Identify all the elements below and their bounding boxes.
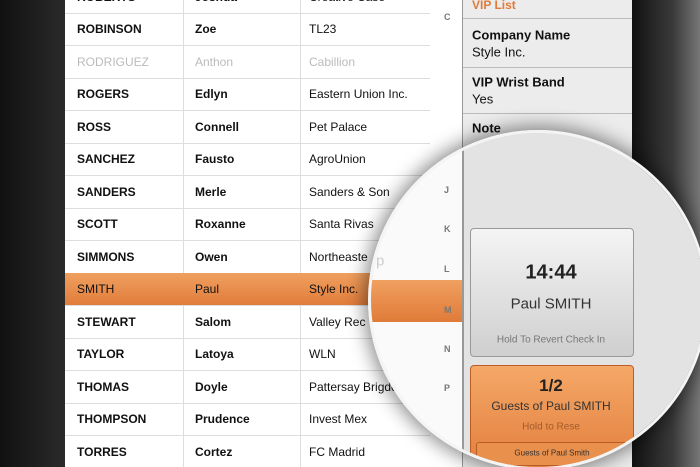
company: Northeaste xyxy=(309,249,368,264)
guests-count: 1/2 xyxy=(539,376,563,395)
first-name: Connell xyxy=(195,119,239,134)
row-separator xyxy=(65,207,430,209)
field-label: Company Name xyxy=(472,27,571,43)
first-name: Zoe xyxy=(195,22,217,36)
first-name: Edlyn xyxy=(195,87,228,101)
field-value: Yes xyxy=(472,91,494,107)
first-name: Doyle xyxy=(195,379,228,394)
last-name: THOMAS xyxy=(77,379,129,394)
first-name: Roxanne xyxy=(195,217,246,231)
separator xyxy=(463,18,632,19)
company: Eastern Union Inc. xyxy=(309,87,408,101)
index-letter[interactable]: L xyxy=(444,264,450,274)
company: Sanders & Son xyxy=(309,184,390,199)
last-name: SANCHEZ xyxy=(77,152,136,166)
ghost-letter: p xyxy=(376,252,385,270)
company: FC Madrid xyxy=(309,444,366,459)
company: Valley Rec xyxy=(309,314,366,329)
last-name: SIMMONS xyxy=(77,249,135,264)
row-separator xyxy=(65,175,430,176)
hint: Hold To Revert Check In xyxy=(496,334,606,346)
section-title: VIP List xyxy=(472,0,516,12)
last-name: ROGERS xyxy=(77,87,130,101)
row-separator xyxy=(65,337,430,339)
company: Creative Case xyxy=(309,0,385,4)
index-letter[interactable]: J xyxy=(444,185,450,195)
row-separator xyxy=(65,77,430,79)
first-name: Merle xyxy=(195,184,227,199)
magnifier: p 14:44 Paul SMITH Hold To Revert Check … xyxy=(368,130,700,467)
company: Cabillion xyxy=(309,54,356,69)
index-letter[interactable]: M xyxy=(444,305,452,315)
magnifier-content: p 14:44 Paul SMITH Hold To Revert Check … xyxy=(371,133,700,467)
company: AgroUnion xyxy=(309,152,366,166)
separator xyxy=(463,67,632,68)
company: Santa Rivas xyxy=(309,217,374,231)
company: TL23 xyxy=(309,22,337,36)
row-separator xyxy=(65,402,430,404)
last-name: THOMPSON xyxy=(77,412,147,426)
last-name: SMITH xyxy=(77,282,115,296)
last-name: ROSS xyxy=(77,119,112,134)
guests-title: Guests of Paul SMITH xyxy=(491,399,611,413)
first-name: Cortez xyxy=(195,444,233,459)
guest-sub-title: Guests of Paul Smith xyxy=(514,448,590,458)
field-label: Note xyxy=(472,120,501,136)
first-name: Paul xyxy=(195,282,220,296)
guest-name: Paul SMITH xyxy=(510,295,592,313)
left-bezel xyxy=(0,0,65,467)
index-letter[interactable]: K xyxy=(444,224,451,234)
separator xyxy=(463,113,632,114)
index-letter[interactable]: C xyxy=(444,12,451,22)
company: Pet Palace xyxy=(309,119,368,134)
row-separator xyxy=(65,305,430,306)
row-separator xyxy=(65,435,430,436)
row-separator xyxy=(65,240,430,241)
first-name: Owen xyxy=(195,249,228,264)
row-separator xyxy=(65,110,430,111)
row-separator xyxy=(65,370,430,371)
first-name: Salom xyxy=(195,314,232,329)
last-name: RODRIGUEZ xyxy=(77,54,149,69)
company: WLN xyxy=(309,347,336,361)
index-letter[interactable]: N xyxy=(444,344,451,354)
last-name: STEWART xyxy=(77,314,136,329)
hint: Hold to Rese xyxy=(522,421,580,433)
first-name: Prudence xyxy=(195,412,250,426)
last-name: ROBINSON xyxy=(77,22,142,36)
last-name: SCOTT xyxy=(77,217,118,231)
row-separator xyxy=(65,12,430,14)
first-name: Joshua xyxy=(195,0,237,4)
column-divider xyxy=(183,0,184,467)
checkin-card[interactable] xyxy=(470,228,634,357)
column-divider xyxy=(300,0,301,467)
company: Invest Mex xyxy=(309,412,368,426)
first-name: Latoya xyxy=(195,347,234,361)
selected-zoom xyxy=(371,280,462,322)
field-label: VIP Wrist Band xyxy=(472,74,565,90)
checkin-time: 14:44 xyxy=(525,261,577,284)
last-name: TAYLOR xyxy=(77,347,125,361)
first-name: Fausto xyxy=(195,152,235,166)
index-letter[interactable]: P xyxy=(444,383,451,393)
last-name: SANDERS xyxy=(77,184,136,199)
company: Style Inc. xyxy=(309,282,359,296)
row-separator xyxy=(65,45,430,46)
last-name: TORRES xyxy=(77,444,127,459)
guest-sub-card[interactable] xyxy=(476,442,630,466)
last-name: ROBERTS xyxy=(77,0,136,4)
row-separator xyxy=(65,142,430,144)
first-name: Anthon xyxy=(195,54,234,69)
field-value: Style Inc. xyxy=(472,44,526,60)
